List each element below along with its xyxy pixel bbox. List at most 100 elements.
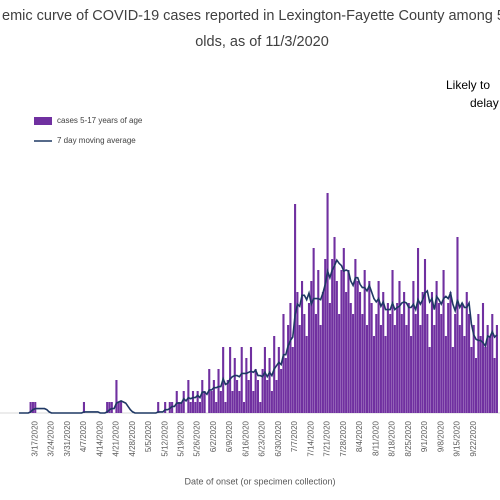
bar — [437, 303, 440, 413]
bar — [347, 270, 350, 413]
bar — [259, 402, 262, 413]
bar — [310, 281, 313, 413]
x-tick-label: 5/12/2020 — [160, 420, 169, 456]
bar — [331, 259, 334, 413]
bar — [115, 380, 118, 413]
bar — [198, 402, 202, 413]
bar — [249, 347, 253, 413]
bar — [307, 303, 311, 413]
bar — [449, 292, 452, 413]
x-tick-label: 5/26/2020 — [193, 420, 202, 456]
bar — [384, 336, 387, 413]
x-tick-label: 9/8/2020 — [436, 420, 445, 452]
bar — [34, 402, 37, 413]
bar — [219, 391, 222, 413]
x-tick-label: 8/18/2020 — [388, 420, 397, 456]
bar — [215, 402, 218, 413]
x-tick-label: 3/24/2020 — [47, 420, 56, 456]
bar — [382, 292, 385, 413]
bar — [456, 237, 459, 413]
bar — [108, 402, 111, 413]
bar — [495, 325, 498, 413]
bar — [421, 292, 424, 413]
x-tick-label: 3/17/2020 — [30, 420, 39, 456]
x-tick-label: 6/16/2020 — [241, 420, 250, 456]
bar — [231, 391, 234, 413]
bar — [110, 402, 113, 413]
bar — [247, 380, 250, 413]
bar — [468, 314, 471, 413]
bar — [414, 314, 417, 413]
bar — [416, 248, 420, 413]
bar — [182, 391, 185, 413]
bar — [491, 314, 494, 413]
bar — [224, 402, 227, 413]
x-tick-label: 9/1/2020 — [420, 420, 429, 452]
x-tick-label: 8/11/2020 — [371, 420, 380, 456]
chart-title: olds, as of 11/3/2020 — [195, 34, 329, 50]
annotation: Likely to — [446, 78, 490, 92]
bar — [238, 391, 241, 413]
bar — [423, 259, 427, 413]
bar — [319, 325, 322, 413]
bar — [284, 358, 287, 413]
bar — [273, 336, 276, 413]
bar — [410, 336, 413, 413]
bar — [242, 402, 246, 413]
bar — [321, 292, 324, 413]
legend-label: 7 day moving average — [57, 136, 136, 145]
x-tick-label: 9/22/2020 — [469, 420, 478, 456]
bar — [419, 325, 422, 413]
bar — [289, 303, 292, 413]
bar — [389, 314, 392, 413]
bar — [256, 380, 260, 413]
bar — [493, 358, 496, 413]
bar — [405, 325, 408, 413]
bar — [461, 303, 464, 413]
bar — [451, 347, 454, 413]
bar — [458, 325, 461, 413]
bar — [407, 303, 410, 413]
bar — [270, 391, 273, 413]
bar — [342, 248, 345, 413]
bar — [187, 380, 190, 413]
bar — [303, 314, 306, 413]
x-tick-label: 4/28/2020 — [128, 420, 137, 456]
bar — [240, 347, 243, 413]
x-tick-label: 6/9/2020 — [225, 420, 234, 452]
bar — [361, 314, 364, 413]
bar — [261, 369, 264, 413]
bar — [210, 391, 213, 413]
x-tick-label: 5/5/2020 — [144, 420, 153, 452]
bar — [354, 259, 357, 413]
bar — [370, 303, 373, 413]
bar — [164, 402, 167, 413]
bar — [201, 380, 204, 413]
bar — [233, 358, 236, 413]
bar — [391, 270, 394, 413]
bar — [472, 325, 475, 413]
bar — [454, 314, 457, 413]
bar — [203, 391, 206, 413]
bar — [386, 303, 389, 413]
bar — [444, 336, 447, 413]
bar — [393, 325, 396, 413]
x-tick-label: 6/2/2020 — [209, 420, 218, 452]
bar — [317, 270, 320, 413]
bar — [275, 380, 278, 413]
bar — [368, 281, 371, 413]
bar — [106, 402, 109, 413]
bar — [345, 292, 348, 413]
bar — [294, 204, 297, 413]
bar — [479, 336, 482, 413]
x-tick-label: 7/28/2020 — [339, 420, 348, 456]
bar — [352, 314, 355, 413]
bar — [191, 391, 195, 413]
bar — [356, 281, 359, 413]
bar — [430, 292, 434, 413]
bar — [282, 314, 285, 413]
bar — [296, 292, 299, 413]
bar — [194, 402, 197, 413]
annotation: delay — [470, 96, 499, 110]
